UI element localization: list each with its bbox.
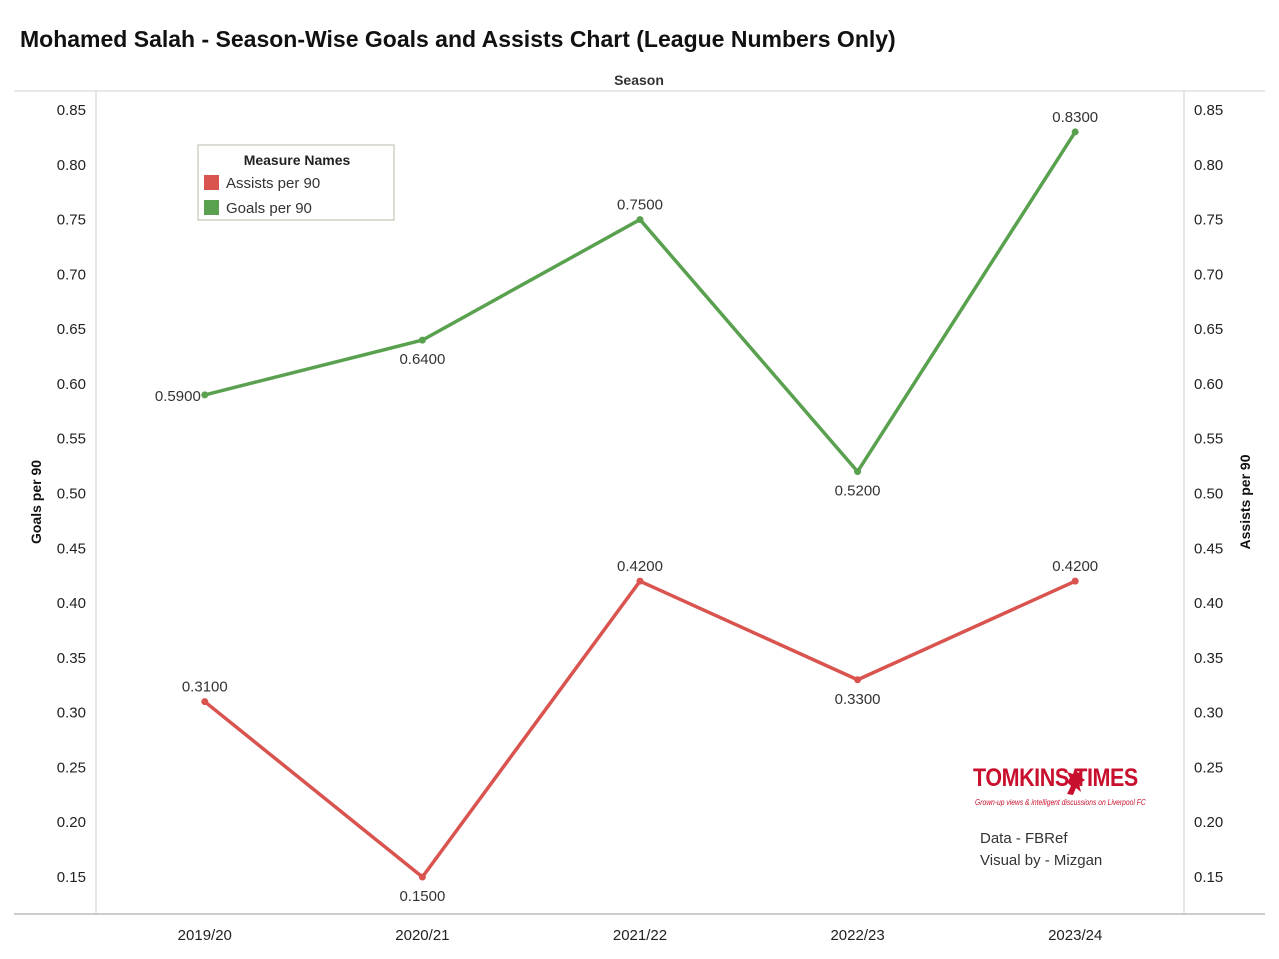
legend-title: Measure Names <box>244 152 351 168</box>
tomkins-times-logo: TOMKINS TIMES Grown-up views & intellige… <box>973 764 1158 814</box>
credit-data-source: Data - FBRef <box>980 830 1068 847</box>
data-point[interactable] <box>854 676 862 684</box>
chart-title: Mohamed Salah - Season-Wise Goals and As… <box>20 26 896 52</box>
series-goals-per-90: 0.5900 0.6400 0.7500 0.5200 0.8300 <box>155 109 1098 500</box>
data-label: 0.4200 <box>1052 558 1098 575</box>
left-y-tick-label: 0.30 <box>57 705 86 722</box>
data-label: 0.3100 <box>182 679 228 696</box>
logo-wordmark: TOMKINS TIMES <box>973 764 1138 792</box>
x-axis-ticks: 2019/20 2020/21 2021/22 2022/23 2023/24 <box>178 927 1103 944</box>
right-y-axis-ticks: 0.15 0.20 0.25 0.30 0.35 0.40 0.45 0.50 0.55 0.60… <box>1194 102 1223 886</box>
data-point[interactable] <box>418 873 426 881</box>
data-label: 0.3300 <box>835 691 881 708</box>
data-label: 0.8300 <box>1052 109 1098 126</box>
data-label: 0.5900 <box>155 388 201 405</box>
legend-label: Goals per 90 <box>226 200 312 217</box>
series-layer: 0.3100 0.1500 0.4200 0.3300 0.4200 0.5900 0.64… <box>155 109 1098 905</box>
left-y-tick-label: 0.55 <box>57 431 86 448</box>
left-y-tick-label: 0.20 <box>57 814 86 831</box>
data-point[interactable] <box>1071 128 1079 136</box>
left-y-tick-label: 0.25 <box>57 759 86 776</box>
legend-items: Assists per 90 Goals per 90 <box>204 175 320 217</box>
right-y-tick-label: 0.45 <box>1194 540 1223 557</box>
right-y-tick-label: 0.80 <box>1194 157 1223 174</box>
right-y-tick-label: 0.40 <box>1194 595 1223 612</box>
left-y-tick-label: 0.70 <box>57 266 86 283</box>
chart-frame <box>14 90 1265 915</box>
right-y-axis-title: Assists per 90 <box>1237 454 1253 549</box>
left-y-tick-label: 0.85 <box>57 102 86 119</box>
left-y-tick-label: 0.35 <box>57 650 86 667</box>
left-y-tick-label: 0.40 <box>57 595 86 612</box>
data-point[interactable] <box>418 336 426 344</box>
series-line <box>203 579 1076 879</box>
legend-swatch <box>204 175 219 190</box>
x-tick-label: 2019/20 <box>178 927 232 944</box>
left-y-axis-ticks: 0.15 0.20 0.25 0.30 0.35 0.40 0.45 0.50 0.55 0.60… <box>57 102 86 886</box>
right-y-tick-label: 0.60 <box>1194 376 1223 393</box>
x-tick-label: 2022/23 <box>830 927 884 944</box>
right-y-tick-label: 0.20 <box>1194 814 1223 831</box>
data-point[interactable] <box>201 698 209 706</box>
x-tick-label: 2023/24 <box>1048 927 1102 944</box>
legend-label: Assists per 90 <box>226 175 320 192</box>
legend-swatch <box>204 200 219 215</box>
left-y-tick-label: 0.65 <box>57 321 86 338</box>
x-tick-label: 2020/21 <box>395 927 449 944</box>
data-point[interactable] <box>854 468 862 476</box>
credit-visual-by: Visual by - Mizgan <box>980 852 1103 869</box>
right-y-tick-label: 0.25 <box>1194 759 1223 776</box>
data-label: 0.7500 <box>617 197 663 214</box>
right-y-tick-label: 0.70 <box>1194 266 1223 283</box>
series-assists-per-90: 0.3100 0.1500 0.4200 0.3300 0.4200 <box>182 558 1098 905</box>
right-y-tick-label: 0.65 <box>1194 321 1223 338</box>
right-y-tick-label: 0.50 <box>1194 486 1223 503</box>
left-y-tick-label: 0.45 <box>57 540 86 557</box>
right-y-tick-label: 0.15 <box>1194 869 1223 886</box>
logo-tagline: Grown-up views & intelligent discussions… <box>975 798 1146 807</box>
data-label: 0.5200 <box>835 483 881 500</box>
data-point[interactable] <box>636 577 644 585</box>
left-y-tick-label: 0.50 <box>57 486 86 503</box>
right-y-tick-label: 0.85 <box>1194 102 1223 119</box>
data-label: 0.1500 <box>399 888 445 905</box>
right-y-tick-label: 0.30 <box>1194 705 1223 722</box>
legend: Measure Names Assists per 90 Goals per 90 <box>197 144 395 221</box>
left-y-tick-label: 0.75 <box>57 212 86 229</box>
liver-bird-icon <box>1067 768 1085 795</box>
right-y-tick-label: 0.35 <box>1194 650 1223 667</box>
data-point[interactable] <box>201 391 209 399</box>
left-y-axis-title: Goals per 90 <box>28 460 44 544</box>
left-y-tick-label: 0.60 <box>57 376 86 393</box>
left-y-tick-label: 0.15 <box>57 869 86 886</box>
right-y-tick-label: 0.75 <box>1194 212 1223 229</box>
data-label: 0.4200 <box>617 558 663 575</box>
x-tick-label: 2021/22 <box>613 927 667 944</box>
right-y-tick-label: 0.55 <box>1194 431 1223 448</box>
data-point[interactable] <box>1071 577 1079 585</box>
left-y-tick-label: 0.80 <box>57 157 86 174</box>
data-point[interactable] <box>636 216 644 224</box>
data-label: 0.6400 <box>399 351 445 368</box>
x-axis-title: Season <box>614 72 664 88</box>
legend-box <box>197 144 395 221</box>
